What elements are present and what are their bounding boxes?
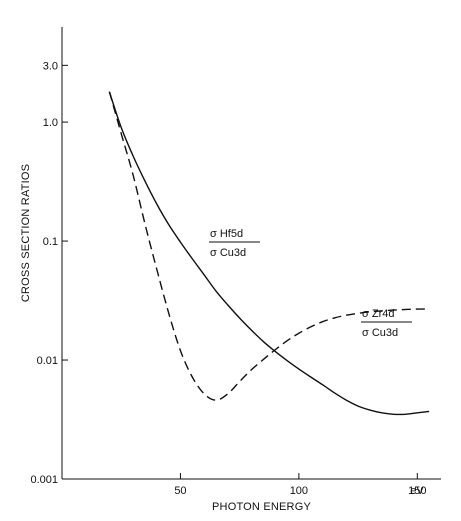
annotation-denominator: σ Cu3d <box>362 327 398 339</box>
x-tick-label: 100 <box>290 485 308 497</box>
annotation-hf5d: σ Hf5d σ Cu3d <box>209 228 260 259</box>
annotation-numerator: σ Zr4d <box>362 308 394 320</box>
y-tick-label: 1.0 <box>43 117 58 129</box>
annotation-zr4d: σ Zr4d σ Cu3d <box>361 308 412 339</box>
y-axis-title: CROSS SECTION RATIOS <box>20 164 32 302</box>
x-unit-label: eV <box>410 485 424 497</box>
series-layer <box>108 91 430 416</box>
y-tick-label: 0.01 <box>37 355 58 367</box>
series-line-zr4d <box>108 91 430 401</box>
x-axis-title: PHOTON ENERGY <box>212 501 311 513</box>
series-line-hf5d <box>108 91 430 416</box>
y-tick-label: 0.001 <box>30 474 58 486</box>
y-tick-label: 3.0 <box>43 60 58 72</box>
y-tick-label: 0.1 <box>43 236 58 248</box>
x-tick-label: 150 <box>408 485 426 497</box>
axes-layer <box>61 27 441 480</box>
annotation-denominator: σ Cu3d <box>210 247 246 259</box>
x-tick-label: 50 <box>174 485 186 497</box>
annotation-numerator: σ Hf5d <box>210 228 243 240</box>
